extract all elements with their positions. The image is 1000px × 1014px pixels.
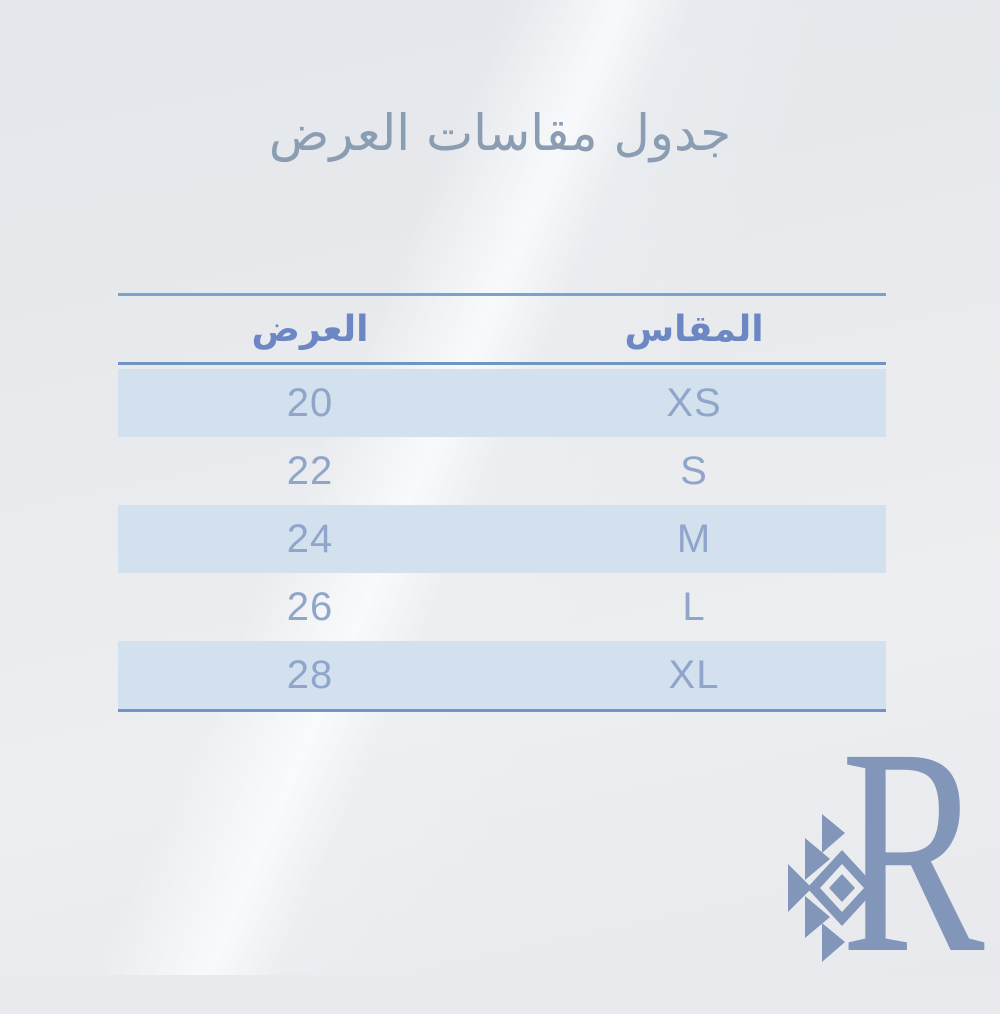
column-header-size: المقاس xyxy=(624,308,764,350)
cell-size: S xyxy=(680,448,708,493)
brand-watermark: R xyxy=(783,703,1000,998)
column-header-width: العرض xyxy=(251,308,369,350)
cell-width: 22 xyxy=(286,448,334,493)
cell-size: XL xyxy=(668,652,720,697)
brand-letter: R xyxy=(841,687,985,1014)
table-bottom-rule xyxy=(118,709,886,712)
brand-diamond-pattern-icon xyxy=(788,814,877,962)
size-table: المقاس العرض XS 20 S 22 M 24 L 26 XL 28 xyxy=(118,293,886,712)
table-header-row: المقاس العرض xyxy=(118,296,886,362)
table-row: L 26 xyxy=(118,573,886,641)
table-row: S 22 xyxy=(118,437,886,505)
table-body: XS 20 S 22 M 24 L 26 XL 28 xyxy=(118,365,886,709)
table-top-rule xyxy=(118,293,886,296)
page-title: جدول مقاسات العرض xyxy=(268,104,732,162)
background-gradient xyxy=(0,0,1000,975)
cell-width: 20 xyxy=(286,380,334,425)
cell-width: 26 xyxy=(286,584,334,629)
cell-size: XS xyxy=(666,380,722,425)
cell-width: 24 xyxy=(286,516,334,561)
table-header-rule xyxy=(118,362,886,365)
cell-size: M xyxy=(676,516,712,561)
table-row: M 24 xyxy=(118,505,886,573)
cell-size: L xyxy=(682,584,706,629)
table-row: XL 28 xyxy=(118,641,886,709)
cell-width: 28 xyxy=(286,652,334,697)
table-row: XS 20 xyxy=(118,369,886,437)
